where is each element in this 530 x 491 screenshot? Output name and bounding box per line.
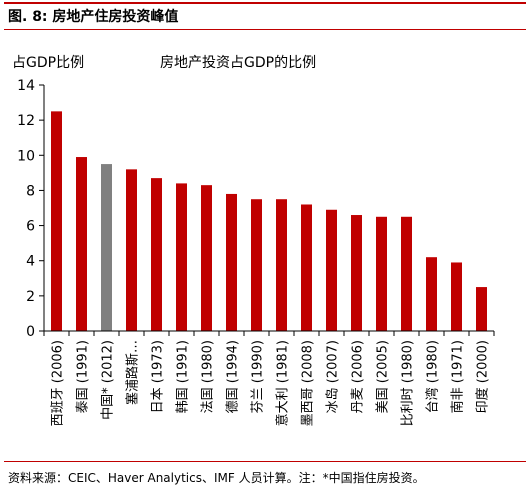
bar bbox=[101, 164, 112, 331]
source-note: 资料来源：CEIC、Haver Analytics、IMF 人员计算。注：*中国… bbox=[8, 471, 425, 485]
bar bbox=[201, 185, 212, 331]
bar bbox=[476, 287, 487, 331]
bar bbox=[326, 209, 337, 331]
bottom-rule bbox=[4, 461, 526, 462]
category-label: 法国 (1980) bbox=[201, 340, 216, 413]
category-label: 丹麦 (2006) bbox=[351, 340, 366, 413]
bar bbox=[251, 199, 262, 331]
bar bbox=[276, 199, 287, 331]
category-label: 比利时 (1980) bbox=[401, 340, 416, 426]
bar bbox=[226, 193, 237, 331]
y-tick-label: 8 bbox=[26, 183, 35, 199]
category-label: 韩国 (1991) bbox=[176, 340, 191, 413]
category-label: 德国 (1994) bbox=[226, 340, 241, 413]
category-labels: 西班牙 (2006) 泰国 (1991) 中国* (2012) 塞浦路斯… 日本 (19… bbox=[51, 340, 491, 426]
bar bbox=[426, 257, 437, 331]
category-label: 芬兰 (1990) bbox=[251, 340, 266, 413]
category-label: 墨西哥 (2008) bbox=[301, 340, 316, 426]
category-label: 美国 (2005) bbox=[376, 340, 391, 413]
y-axis-ticks: 0 2 4 6 8 10 12 14 bbox=[17, 78, 44, 340]
y-axis-unit-label: 占GDP比例 bbox=[12, 55, 85, 71]
bar bbox=[76, 157, 87, 331]
series-label: 房地产投资占GDP的比例 bbox=[160, 55, 317, 71]
category-label: 台湾 (1980) bbox=[425, 340, 441, 413]
bars bbox=[51, 111, 487, 331]
bar bbox=[351, 215, 362, 331]
x-axis-ticks bbox=[43, 331, 495, 336]
category-label: 日本 (1973) bbox=[151, 340, 166, 413]
y-tick-label: 10 bbox=[17, 148, 35, 164]
top-rule bbox=[4, 2, 526, 4]
y-tick-label: 2 bbox=[26, 289, 35, 305]
category-label: 冰岛 (2007) bbox=[325, 340, 341, 413]
y-tick-label: 6 bbox=[26, 219, 35, 235]
category-label: 中国* (2012) bbox=[101, 340, 116, 420]
bar bbox=[401, 216, 412, 331]
category-label: 印度 (2000) bbox=[475, 340, 491, 413]
bar bbox=[451, 262, 462, 331]
bar bbox=[376, 216, 387, 331]
title-rule bbox=[4, 29, 526, 30]
category-label: 南非 (1971) bbox=[450, 340, 466, 413]
bar bbox=[301, 204, 312, 331]
category-label: 西班牙 (2006) bbox=[51, 340, 66, 426]
bar bbox=[176, 183, 187, 331]
category-label: 塞浦路斯… bbox=[125, 340, 141, 405]
y-tick-label: 0 bbox=[26, 324, 35, 340]
category-label: 泰国 (1991) bbox=[76, 340, 91, 413]
y-tick-label: 12 bbox=[17, 113, 35, 129]
y-tick-label: 14 bbox=[17, 78, 35, 94]
bar bbox=[151, 178, 162, 331]
category-label: 意大利 (1981) bbox=[275, 340, 291, 426]
bar bbox=[126, 169, 137, 331]
bar bbox=[51, 111, 62, 331]
y-tick-label: 4 bbox=[26, 254, 35, 270]
figure-title: 图. 8: 房地产住房投资峰值 bbox=[8, 9, 179, 25]
